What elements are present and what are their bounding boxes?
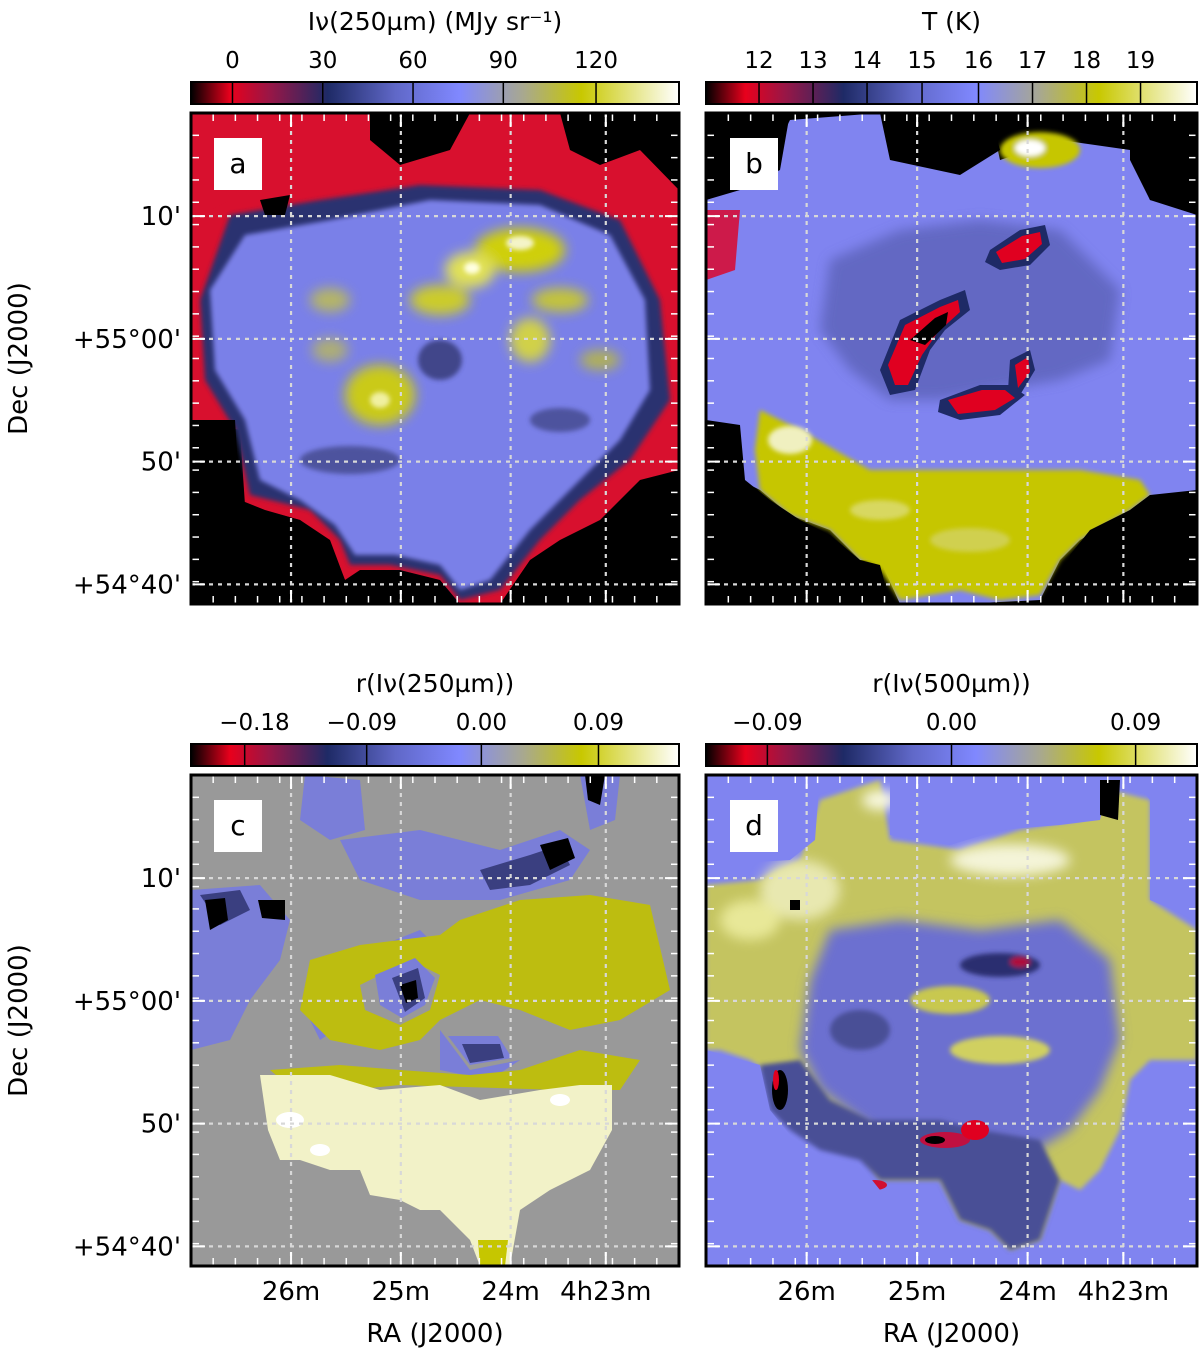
panel-c-frame bbox=[189, 773, 681, 1268]
panel-b-label: b bbox=[745, 147, 763, 180]
panel-c-xtick-label: 25m bbox=[372, 1277, 430, 1307]
panel-b: b 12 13 14 15 16 17 18 19 T (K) bbox=[704, 7, 1199, 606]
panel-d-xtick-label: 26m bbox=[777, 1277, 835, 1307]
panel-a-frame bbox=[189, 111, 681, 606]
panel-d-label: d bbox=[745, 809, 763, 842]
panel-a-ytick-label: 10' bbox=[141, 202, 181, 232]
panel-a-label-box bbox=[214, 138, 262, 190]
panel-a: a 0 30 60 90 120 Iν(250µm) (MJy sr⁻¹) 10' +55°00… bbox=[4, 7, 681, 606]
panel-a-ytick-label: +54°40' bbox=[73, 570, 181, 600]
panel-b-colorbar-tick-label: 16 bbox=[964, 48, 993, 74]
panel-a-colorbar-tick-label: 30 bbox=[308, 48, 337, 74]
panel-d-label-box bbox=[730, 800, 778, 852]
panel-c-label: c bbox=[230, 809, 245, 842]
panel-d-colorbar-title: r(Iν(500µm)) bbox=[872, 669, 1031, 698]
panel-d-colorbar-tick-label: 0.00 bbox=[926, 710, 977, 736]
panel-b-colorbar-tick-label: 13 bbox=[798, 48, 827, 74]
panel-c-xtick-label: 26m bbox=[262, 1277, 320, 1307]
panel-c-ytick-label: +54°40' bbox=[73, 1232, 181, 1262]
panel-b-colorbar-tick-label: 17 bbox=[1018, 48, 1047, 74]
panel-c-colorbar-tick-label: 0.00 bbox=[456, 710, 507, 736]
panel-c-colorbar bbox=[190, 743, 680, 767]
panel-a-colorbar-tick-label: 90 bbox=[489, 48, 518, 74]
panel-c-ytick-label: 10' bbox=[141, 864, 181, 894]
panel-b-colorbar-tick-label: 18 bbox=[1072, 48, 1101, 74]
panel-d-map bbox=[706, 775, 1197, 1266]
panel-b-colorbar-tick-label: 15 bbox=[907, 48, 936, 74]
panel-c-xtick-label: 24m bbox=[481, 1277, 539, 1307]
panel-c-ylabel: Dec (J2000) bbox=[4, 944, 34, 1097]
panel-b-colorbar-tick-label: 19 bbox=[1126, 48, 1155, 74]
panel-c: c −0.18 −0.09 0.00 0.09 r(Iν(250µm)) 10' +55°00… bbox=[4, 669, 681, 1349]
panel-b-colorbar bbox=[705, 81, 1198, 105]
panel-b-label-box bbox=[730, 138, 778, 190]
panel-a-colorbar-title: Iν(250µm) (MJy sr⁻¹) bbox=[308, 7, 562, 36]
panel-c-colorbar-title: r(Iν(250µm)) bbox=[356, 669, 515, 698]
panel-b-colorbar-title: T (K) bbox=[921, 7, 981, 36]
panel-d-xtick-label: 4h23m bbox=[1078, 1277, 1169, 1307]
panel-d-colorbar-tick-label: −0.09 bbox=[732, 710, 802, 736]
panel-d-frame bbox=[704, 773, 1199, 1268]
panel-a-colorbar-tick-label: 60 bbox=[398, 48, 427, 74]
panel-c-xlabel: RA (J2000) bbox=[366, 1319, 503, 1349]
panel-a-colorbar-tick-label: 0 bbox=[225, 48, 240, 74]
panel-c-ytick-label: 50' bbox=[141, 1110, 181, 1140]
panel-a-colorbar bbox=[190, 81, 680, 105]
panel-a-ylabel: Dec (J2000) bbox=[4, 282, 34, 435]
panel-c-colorbar-tick-label: 0.09 bbox=[573, 710, 624, 736]
panel-d-xlabel: RA (J2000) bbox=[883, 1319, 1020, 1349]
panel-a-ytick-label: +55°00' bbox=[73, 325, 181, 355]
panel-a-ytick-label: 50' bbox=[141, 448, 181, 478]
panel-c-label-box bbox=[214, 800, 262, 852]
panel-b-colorbar-tick-label: 14 bbox=[852, 48, 881, 74]
panel-d: d −0.09 0.00 0.09 r(Iν(500µm)) 26m 25m 24m 4h23m… bbox=[704, 669, 1199, 1349]
panel-c-xtick-label: 4h23m bbox=[560, 1277, 651, 1307]
panel-d-xtick-label: 25m bbox=[888, 1277, 946, 1307]
panel-b-colorbar-tick-label: 12 bbox=[744, 48, 773, 74]
panel-d-colorbar-tick-label: 0.09 bbox=[1110, 710, 1161, 736]
panel-c-colorbar-tick-label: −0.18 bbox=[219, 710, 289, 736]
panel-c-ytick-label: +55°00' bbox=[73, 987, 181, 1017]
panel-a-label: a bbox=[229, 147, 246, 180]
panel-a-colorbar-tick-label: 120 bbox=[574, 48, 618, 74]
panel-c-map bbox=[191, 775, 679, 1266]
panel-b-frame bbox=[704, 111, 1199, 606]
panel-d-xtick-label: 24m bbox=[998, 1277, 1056, 1307]
panel-b-map bbox=[706, 113, 1197, 604]
panel-c-colorbar-tick-label: −0.09 bbox=[327, 710, 397, 736]
